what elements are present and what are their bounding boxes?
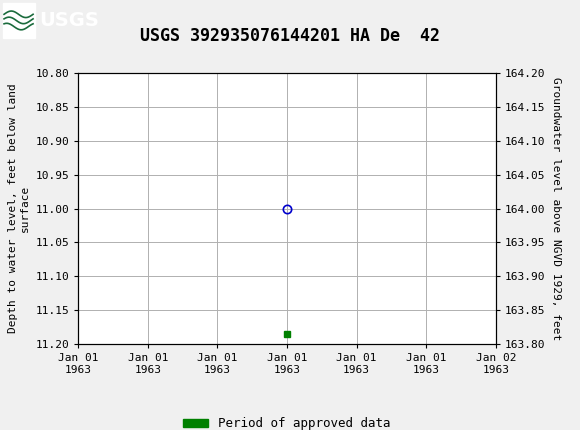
Text: USGS: USGS [39, 11, 99, 30]
Y-axis label: Depth to water level, feet below land
surface: Depth to water level, feet below land su… [8, 84, 30, 333]
Y-axis label: Groundwater level above NGVD 1929, feet: Groundwater level above NGVD 1929, feet [551, 77, 561, 340]
Text: USGS 392935076144201 HA De  42: USGS 392935076144201 HA De 42 [140, 27, 440, 45]
Legend: Period of approved data: Period of approved data [179, 412, 396, 430]
FancyBboxPatch shape [3, 3, 35, 37]
